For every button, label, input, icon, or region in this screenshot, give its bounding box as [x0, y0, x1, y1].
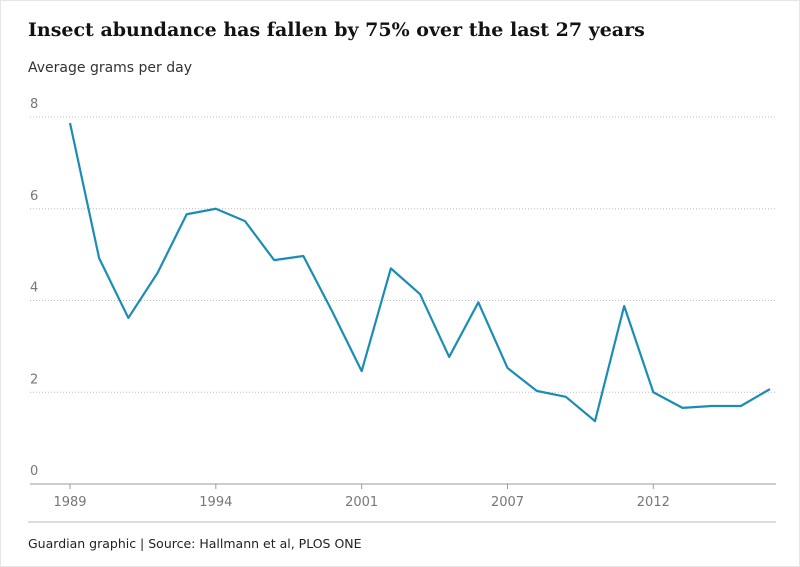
x-tick-label: 2012 [637, 495, 670, 510]
x-tick-label: 1989 [53, 495, 86, 510]
y-tick-label: 0 [30, 464, 38, 479]
x-tick-label: 2001 [345, 495, 378, 510]
chart-title: Insect abundance has fallen by 75% over … [28, 19, 645, 41]
y-axis-label: Average grams per day [28, 60, 192, 76]
x-tick-label: 1994 [199, 495, 232, 510]
x-tick-label: 2007 [491, 495, 524, 510]
y-tick-label: 4 [30, 281, 38, 296]
source: Guardian graphic | Source: Hallmann et a… [28, 536, 362, 551]
y-tick-label: 6 [30, 189, 38, 204]
data-line [68, 122, 771, 423]
y-tick-label: 2 [30, 372, 38, 387]
y-tick-label: 8 [30, 97, 38, 112]
